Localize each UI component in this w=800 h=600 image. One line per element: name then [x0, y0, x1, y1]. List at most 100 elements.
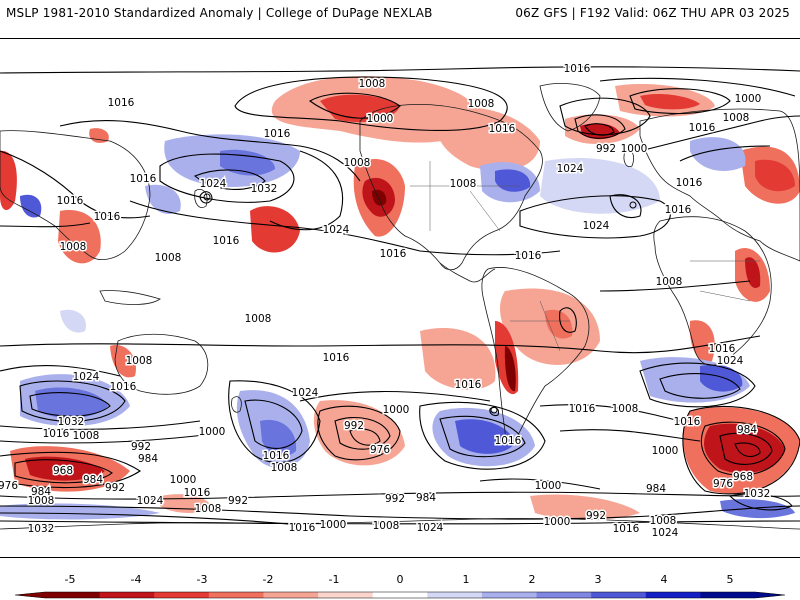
contour-label: 984 [138, 453, 158, 465]
world-map: 1016 1008 1000 1008 1016 1000 992 1000 1… [0, 38, 800, 558]
isobar [419, 401, 546, 470]
contour-label: 1016 [380, 248, 407, 260]
contour-label: 1000 [621, 143, 648, 155]
neg-anomaly-area [313, 400, 405, 466]
isobar [439, 415, 526, 458]
contour-label: 1016 [213, 235, 240, 247]
isobar [519, 195, 671, 239]
isobar [199, 191, 213, 204]
japan-outline [194, 189, 208, 208]
neg-anomaly-area [0, 150, 17, 211]
pos-anomaly-area [700, 364, 743, 392]
isobar [193, 169, 266, 190]
isobar [0, 335, 761, 354]
contour-label: 1024 [417, 522, 444, 534]
contour-label: 992 [596, 143, 616, 155]
neg-anomaly-area [530, 494, 640, 520]
south-america-outline [481, 267, 590, 444]
isobar [59, 120, 361, 182]
asia-west-outline [0, 130, 151, 261]
neg-anomaly-area [372, 189, 387, 206]
pressure-center-markers [203, 193, 637, 414]
colorbar-tick-label: 4 [661, 573, 668, 586]
antarctica-outline [0, 518, 800, 530]
colorbar-segment [45, 592, 101, 598]
isobar [0, 66, 800, 74]
contour-label: 1016 [676, 177, 703, 189]
contour-label: 1000 [652, 445, 679, 457]
borders [410, 161, 760, 352]
isobar [0, 222, 91, 228]
contour-label: 1000 [535, 480, 562, 492]
neg-anomaly-area [25, 456, 105, 481]
isobar [234, 76, 508, 132]
colorbar-outline [14, 591, 786, 599]
isobar [29, 392, 111, 417]
contour-label: 1000 [199, 426, 226, 438]
contour-label: 1024 [583, 220, 610, 232]
colorbar-segment [318, 592, 374, 598]
contour-label: 1016 [689, 122, 716, 134]
isobar [317, 405, 401, 461]
contour-label: 976 [370, 444, 390, 456]
contour-label: 992 [228, 495, 248, 507]
isobar [269, 150, 344, 231]
colorbar-segment [536, 592, 592, 598]
contour-label: 1016 [323, 352, 350, 364]
pos-anomaly-area [540, 157, 660, 214]
neg-anomaly-area [689, 320, 715, 362]
colorbar-segment [263, 592, 319, 598]
isobar [719, 432, 773, 465]
contour-label: 1008 [195, 503, 222, 515]
pos-anomaly-area [145, 184, 181, 214]
neg-anomaly-area [110, 345, 136, 378]
contour-label: 1032 [744, 488, 771, 500]
contour-label: 1008 [126, 355, 153, 367]
anomaly-colorbar: -5 -4 -3 -2 -1 0 1 2 3 4 5 [0, 568, 800, 600]
model-run-info: 06Z GFS | F192 Valid: 06Z THU APR 03 202… [515, 6, 790, 20]
contour-label: 1016 [495, 435, 522, 447]
pos-anomaly-area [220, 149, 275, 176]
isobar [584, 123, 615, 136]
contour-label: 1000 [320, 519, 347, 531]
isobar [299, 391, 491, 402]
pressure-center-marker [490, 406, 498, 414]
contour-label: 1008 [245, 313, 272, 325]
new-zealand-outline [231, 396, 242, 413]
contour-label: 992 [385, 493, 405, 505]
contour-label: 1008 [28, 495, 55, 507]
neg-anomaly-area [704, 423, 785, 474]
isobar [0, 420, 201, 430]
isobar [559, 97, 651, 136]
isobar [559, 307, 577, 333]
isobar [309, 92, 401, 119]
colorbar-tick-label: 3 [595, 573, 602, 586]
contour-label: 992 [105, 482, 125, 494]
contour-label: 1016 [564, 63, 591, 75]
contour-label: 1016 [674, 416, 701, 428]
contour-label: 1024 [557, 163, 584, 175]
isobar [682, 405, 800, 495]
neg-anomaly-area [436, 107, 540, 171]
contour-label: 1008 [612, 403, 639, 415]
isobar [14, 459, 113, 484]
colorbar-segment [481, 592, 538, 598]
contour-label: 1016 [264, 128, 291, 140]
central-america-outline [439, 262, 496, 283]
neg-anomaly-area [745, 257, 761, 288]
anomaly-shading [0, 76, 800, 520]
isobar [574, 114, 626, 139]
contour-label: 1024 [200, 178, 227, 190]
contour-label: 1000 [383, 404, 410, 416]
colorbar-segment [99, 592, 155, 598]
colorbar-segment [372, 592, 428, 598]
colorbar-tick-label: 0 [397, 573, 404, 586]
colorbar-tick-label: -1 [329, 573, 340, 586]
contour-label: 992 [131, 441, 151, 453]
isobar [334, 417, 391, 450]
isobar [0, 451, 141, 489]
africa-outline [653, 216, 772, 366]
isobar [0, 505, 800, 520]
isobar [0, 520, 800, 525]
contour-label: 1000 [544, 516, 571, 528]
